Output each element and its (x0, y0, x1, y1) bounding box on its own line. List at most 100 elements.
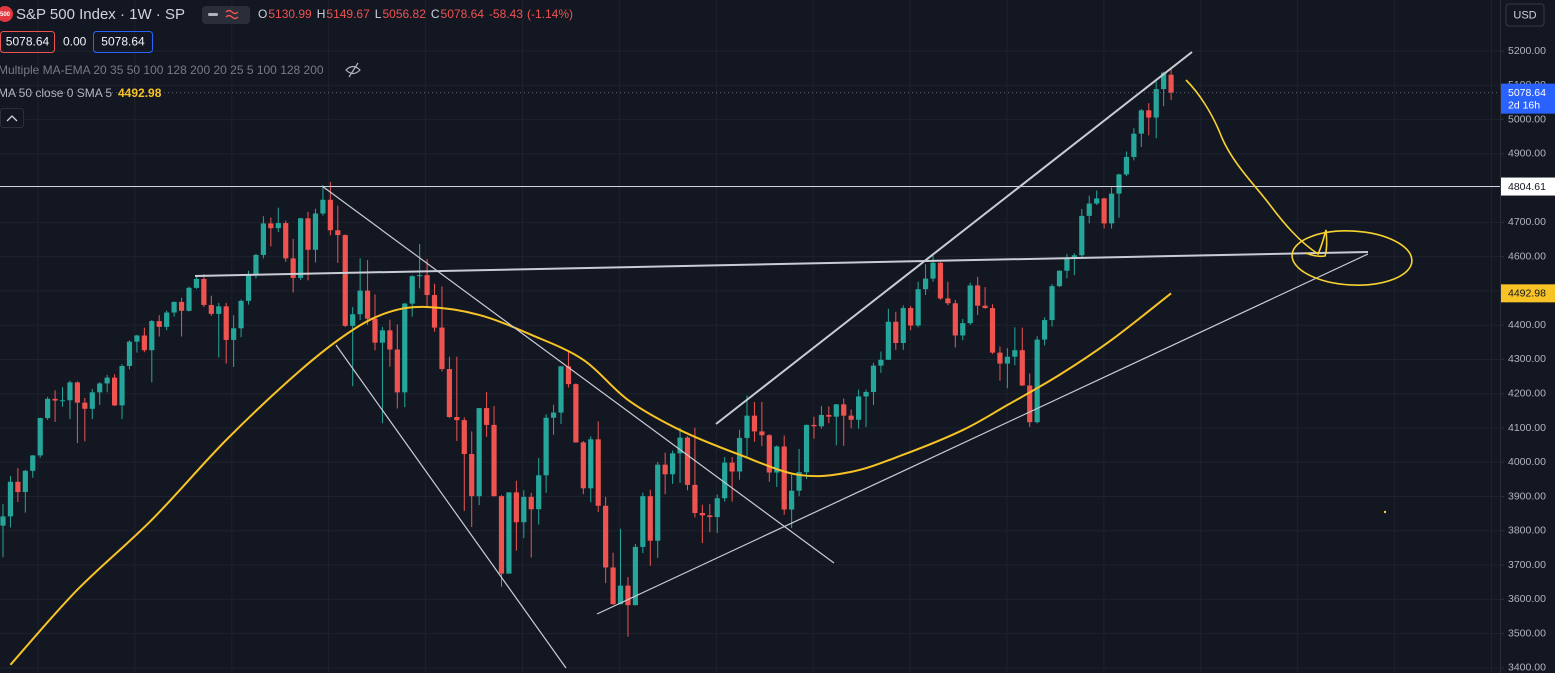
candle-body (350, 314, 356, 326)
candle-body (714, 498, 720, 518)
candle-body (692, 484, 698, 513)
collapse-button[interactable] (0, 108, 24, 128)
sma-badge (1501, 284, 1555, 303)
sell-button[interactable] (0, 31, 55, 53)
candle-body (201, 278, 207, 305)
candle-body (290, 258, 296, 278)
ohlc-value: 5056.82 (382, 7, 426, 21)
candle-body (134, 335, 140, 342)
candle-body (454, 417, 460, 421)
candle-body (327, 199, 333, 231)
drawings-layer (194, 51, 1413, 669)
freehand-arrow (1185, 79, 1328, 258)
candle-body (513, 492, 519, 523)
candle-body (1138, 110, 1144, 134)
header: 500 S&P 500 Index · 1W · SP 5078.64 0.00… (0, 6, 573, 128)
candle-body (1161, 72, 1167, 90)
candle-body (744, 415, 750, 438)
candle-body (89, 392, 95, 409)
candle-body (975, 285, 981, 306)
y-tick-label: 3400.00 (1508, 662, 1546, 673)
candle-body (82, 402, 88, 409)
hidden-icon[interactable] (345, 62, 361, 78)
toggle-pill[interactable] (202, 6, 250, 24)
candle-body (751, 415, 758, 432)
candle-body (253, 254, 259, 276)
candle-body (275, 223, 281, 229)
grid-layer (0, 0, 1500, 673)
candle-body (781, 446, 787, 510)
toggle-icon (208, 13, 218, 16)
ohlc-key: C (431, 7, 440, 21)
candle-body (97, 383, 103, 393)
candle-body (893, 321, 899, 344)
indicator-name[interactable]: MA 50 close 0 SMA 5 (0, 86, 112, 100)
candle-body (1168, 74, 1174, 93)
candle-body (915, 289, 921, 326)
candle-body (112, 377, 118, 406)
candle-body (662, 464, 668, 475)
y-tick-label: 4700.00 (1508, 216, 1546, 228)
candle-body (424, 275, 430, 296)
y-tick-label: 4100.00 (1508, 422, 1546, 434)
candle-body (409, 276, 415, 304)
candle-body (1034, 339, 1040, 423)
candle-body (431, 295, 438, 328)
buy-button[interactable] (93, 31, 153, 53)
candle-body (670, 453, 676, 475)
candle-body (550, 412, 557, 418)
candle-body (216, 306, 222, 314)
candle-body (543, 417, 549, 476)
candle-body (22, 470, 28, 493)
candle-body (595, 439, 601, 506)
symbol-logo (0, 6, 13, 22)
candle-body (59, 400, 66, 402)
candle-body (922, 278, 929, 290)
candle-body (1027, 385, 1033, 423)
y-tick-label: 4900.00 (1508, 148, 1546, 160)
candle-body (818, 414, 824, 427)
candle-body (1101, 198, 1107, 224)
chart-title[interactable]: S&P 500 Index · 1W · SP (16, 6, 185, 23)
indicator-name[interactable]: Multiple MA-EMA 20 35 50 100 128 200 20 … (0, 63, 324, 77)
candle-body (536, 475, 542, 510)
candle-body (908, 308, 914, 326)
candle-body (796, 472, 802, 491)
candle-body (104, 377, 110, 384)
candle-body (841, 404, 847, 416)
candle-body (469, 454, 475, 497)
symbol-badge: 500 (0, 12, 11, 18)
currency-button[interactable] (1505, 3, 1545, 27)
candle-body (52, 398, 58, 401)
candle-body (789, 490, 795, 510)
candle-body (811, 424, 817, 427)
candle-body (848, 415, 854, 420)
candle-body (580, 442, 586, 489)
candle-body (186, 287, 192, 311)
candle-body (141, 335, 147, 351)
candle-body (149, 321, 155, 351)
y-tick-label: 3500.00 (1508, 627, 1546, 639)
trendline (321, 185, 835, 564)
candle-body (364, 290, 371, 319)
candle-body (833, 404, 839, 417)
candle-body (305, 218, 311, 250)
y-tick-label: 3800.00 (1508, 525, 1546, 537)
indicator-value: 4492.98 (118, 86, 162, 100)
candle-body (729, 462, 735, 472)
change-pct: (-1.14%) (527, 7, 573, 21)
countdown: 2d 16h (1508, 99, 1540, 111)
candle-body (1108, 193, 1115, 224)
candle-body (960, 323, 966, 336)
buy-price: 5078.64 (101, 35, 145, 49)
level-label: 4804.61 (1508, 181, 1546, 193)
candle-body (208, 304, 214, 314)
price-label: 5078.64 (1508, 87, 1546, 99)
y-tick-label: 5200.00 (1508, 45, 1546, 57)
ohlc-value: 5130.99 (268, 7, 312, 21)
candle-body (312, 213, 319, 250)
candle-body (335, 230, 341, 236)
y-tick-label: 3600.00 (1508, 593, 1546, 605)
wave-icon (225, 9, 239, 20)
